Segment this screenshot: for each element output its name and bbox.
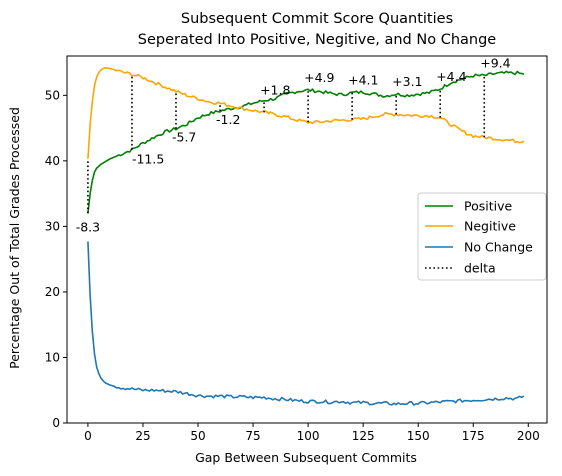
legend-negitive-label: Negitive	[464, 219, 516, 234]
x-tick-label: 200	[517, 429, 540, 443]
delta-label: -1.2	[216, 112, 240, 127]
delta-label: +1.8	[260, 83, 290, 98]
delta-label: +4.1	[348, 73, 378, 88]
y-tick-label: 0	[52, 416, 60, 430]
x-tick-label: 50	[190, 429, 205, 443]
x-tick-label: 175	[462, 429, 485, 443]
chart-title: Subsequent Commit Score Quantities	[181, 11, 453, 27]
x-tick-label: 25	[135, 429, 150, 443]
legend-delta-label: delta	[464, 261, 496, 276]
y-tick-label: 50	[45, 88, 60, 102]
delta-label: -8.3	[76, 219, 100, 234]
x-tick-label: 125	[352, 429, 375, 443]
x-tick-label: 75	[245, 429, 260, 443]
legend-positive-label: Positive	[464, 199, 512, 214]
x-tick-label: 0	[84, 429, 92, 443]
legend: Positive Negitive No Change delta	[417, 192, 547, 281]
series-line-negitive	[87, 67, 525, 159]
legend-box	[417, 192, 547, 281]
legend-no-change-label: No Change	[464, 240, 533, 255]
plot-area: -8.3 -11.5 -5.7 -1.2 +1.8 +4.9 +4.1 +3.1 +4.4 +9.…	[76, 56, 525, 406]
chart-subtitle: Seperated Into Positive, Negitive, and N…	[138, 32, 497, 48]
delta-label: +4.4	[436, 69, 466, 84]
delta-label: -5.7	[172, 130, 196, 145]
y-tick-label: 30	[45, 219, 60, 233]
y-tick-label: 40	[45, 154, 60, 168]
x-tick-label: 100	[297, 429, 320, 443]
x-axis: 0 25 50 75 100 125 150 175 200	[84, 423, 540, 443]
delta-label: +4.9	[304, 70, 334, 85]
x-axis-label: Gap Between Subsequent Commits	[195, 450, 417, 465]
x-tick-label: 150	[407, 429, 430, 443]
delta-label: +9.4	[480, 56, 510, 71]
delta-label: +3.1	[392, 74, 422, 89]
y-axis: 0 10 20 30 40 50	[45, 88, 67, 430]
series-line-no-change	[87, 241, 525, 406]
plot-frame	[66, 55, 548, 424]
y-tick-label: 10	[45, 350, 60, 364]
y-tick-label: 20	[45, 285, 60, 299]
y-axis-label: Percentage Out of Total Grades Processed	[7, 107, 22, 369]
delta-label: -11.5	[132, 152, 164, 167]
series-line-positive	[87, 70, 525, 214]
